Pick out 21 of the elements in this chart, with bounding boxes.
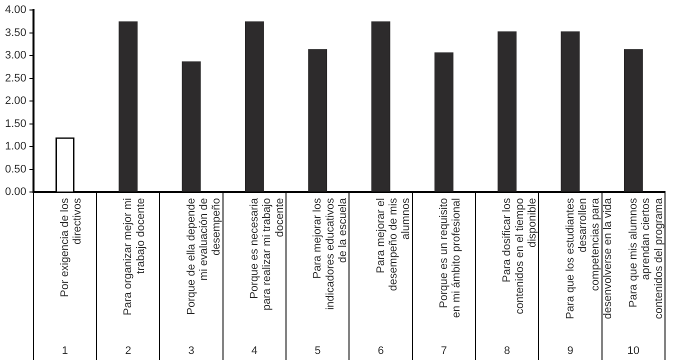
text: 10: [627, 345, 640, 358]
y-tick-label: 3.50: [4, 26, 26, 39]
y-tick-label: 4.00: [4, 4, 26, 16]
text: 3: [188, 345, 194, 358]
y-tick-label: 1.50: [4, 118, 26, 130]
text: 9: [567, 345, 574, 358]
y-tick-label: 0.00: [4, 186, 26, 198]
text: 2: [125, 345, 132, 358]
text: 7: [440, 345, 448, 358]
x-tick-label: Por exigencia de los directivos: [59, 198, 84, 298]
x-tick-label: Para dosificar los contenidos en el tiempo disponible: [501, 198, 538, 314]
text: 8: [504, 345, 510, 358]
y-tick-label: 0.50: [4, 163, 26, 176]
y-tick-label: 3.00: [4, 50, 26, 62]
y-tick-label: 1.00: [4, 140, 26, 153]
y-tick-label: 2.50: [4, 72, 26, 84]
text: 1: [62, 345, 68, 358]
text: 6: [378, 345, 384, 358]
y-tick-label: 2.00: [4, 95, 26, 108]
text: 5: [314, 345, 321, 358]
text: 4: [251, 345, 258, 358]
